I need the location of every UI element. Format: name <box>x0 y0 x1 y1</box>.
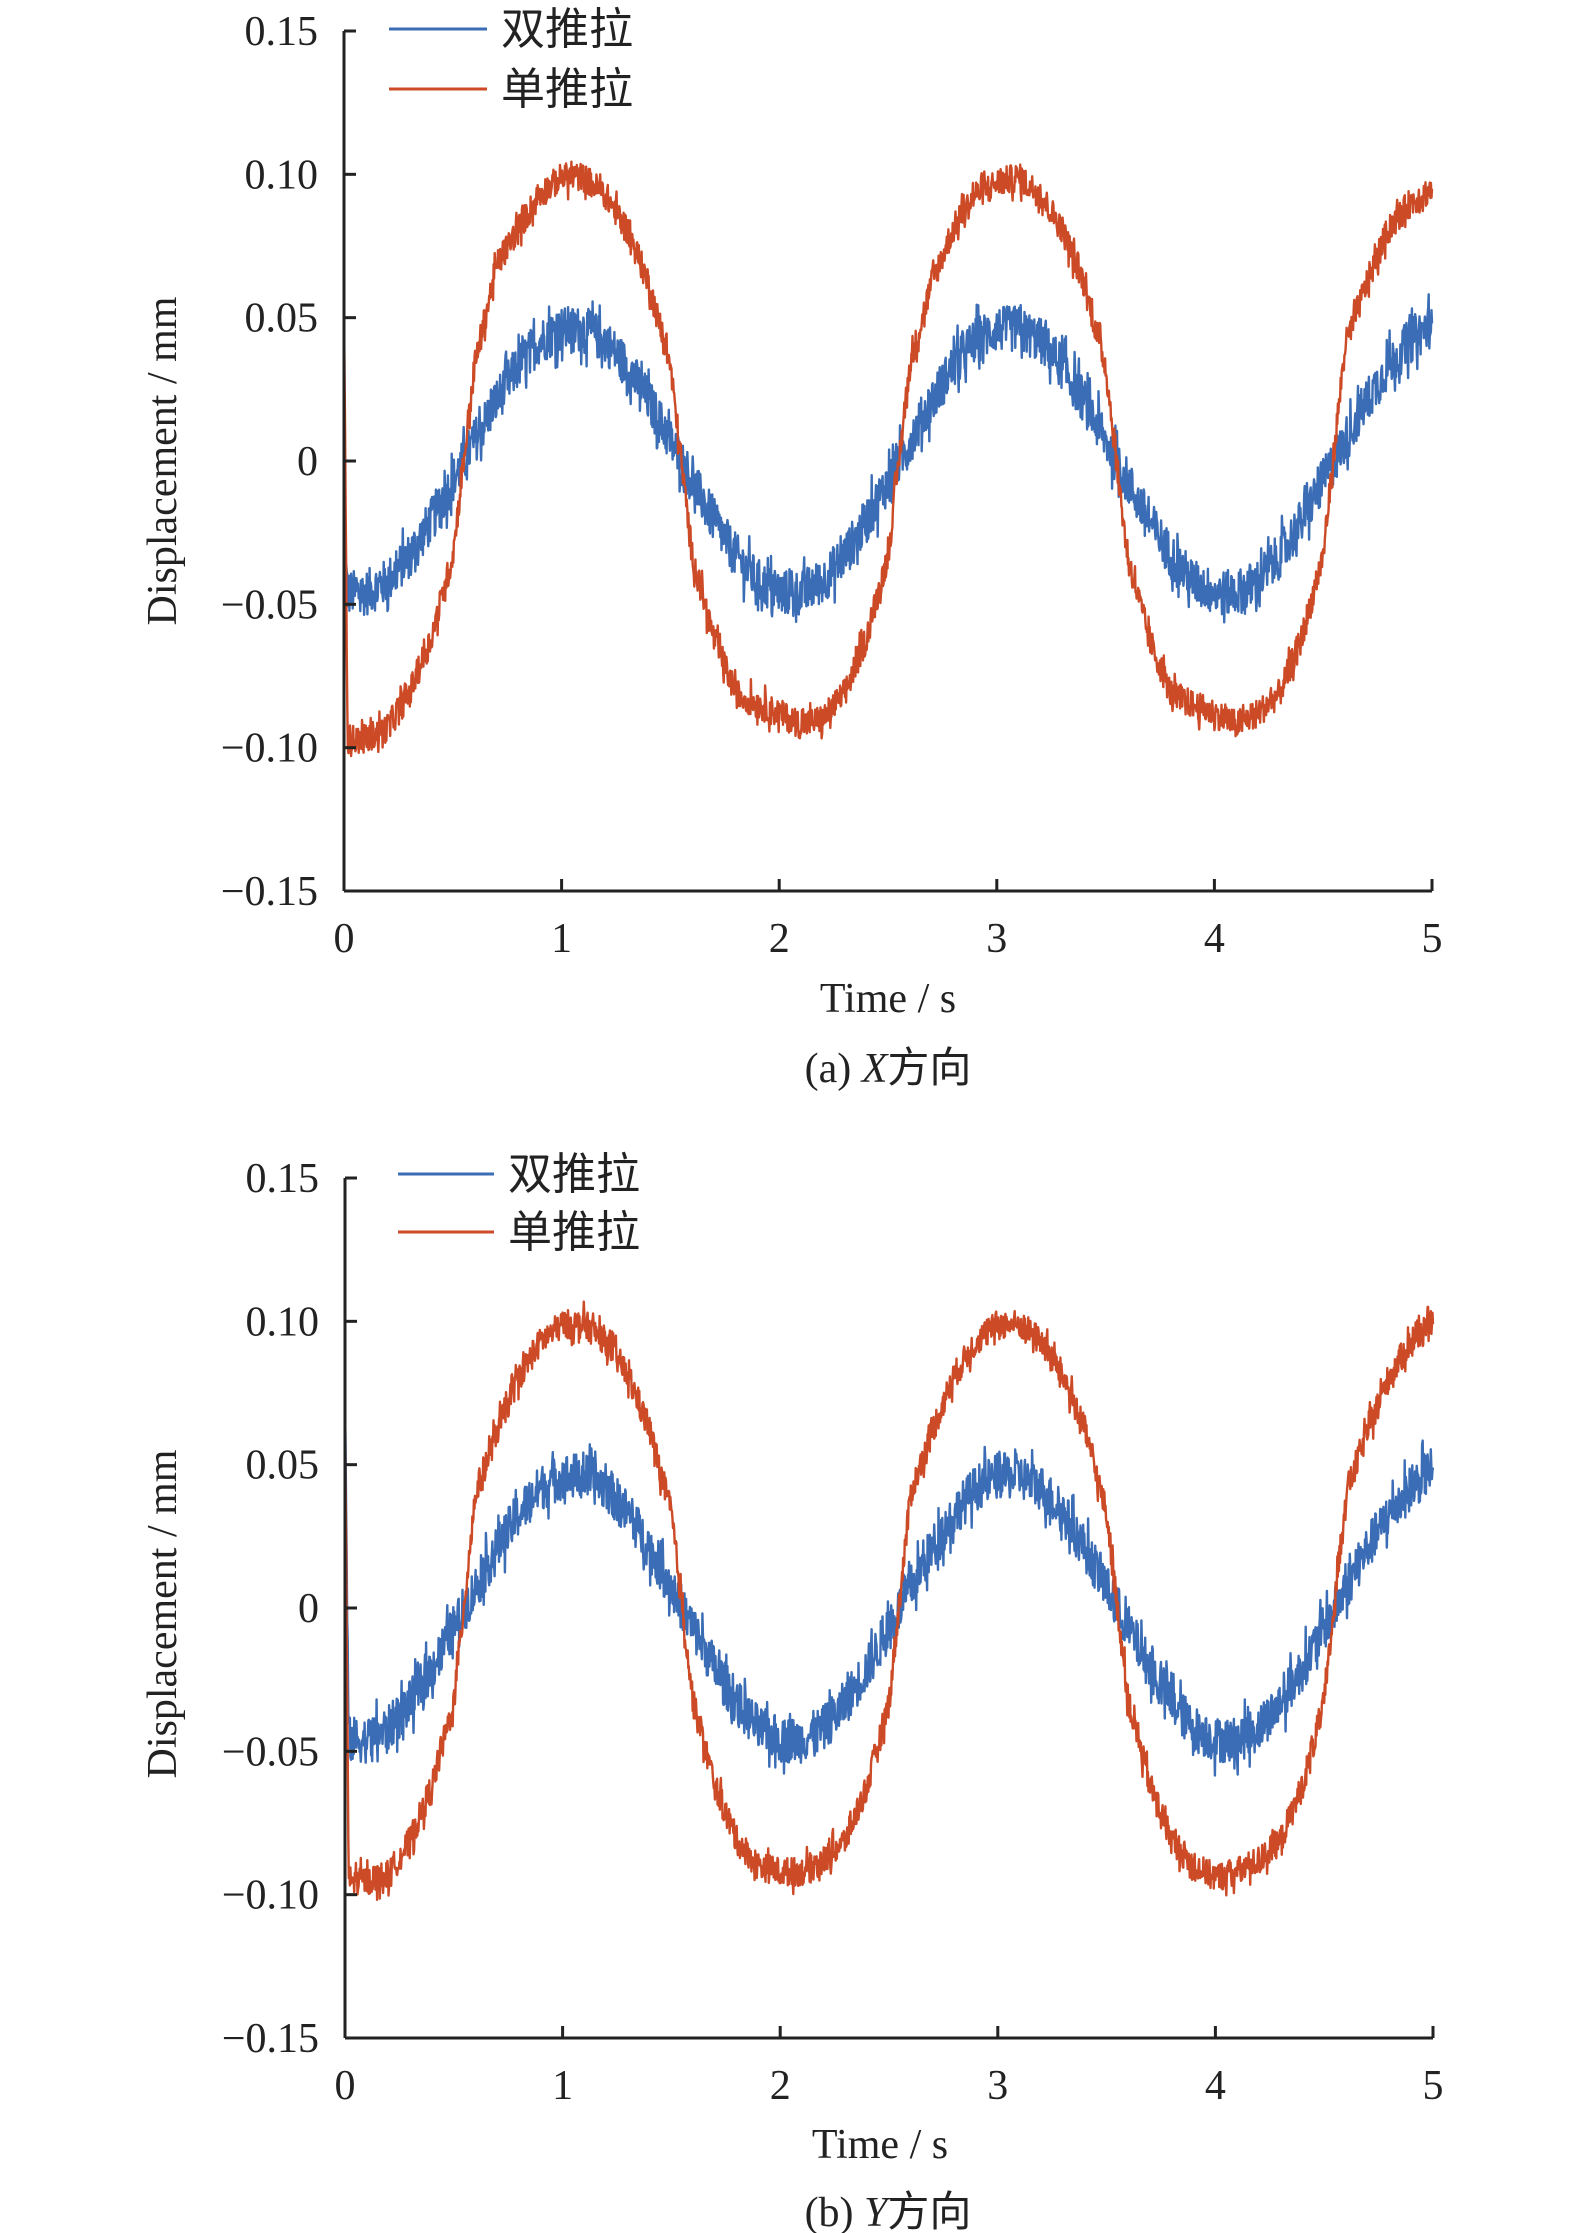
y-tick-label: −0.10 <box>222 1873 319 1919</box>
y-axis-label: Displacement / mm <box>140 1449 186 1778</box>
caption-var: Y <box>864 2190 892 2233</box>
y-tick-label: −0.10 <box>221 726 318 772</box>
legend-label: 双推拉 <box>501 5 633 54</box>
x-tick-label: 1 <box>552 2063 573 2109</box>
y-tick-label: −0.05 <box>221 582 318 628</box>
caption-prefix: (b) <box>805 2190 864 2233</box>
x-tick-label: 3 <box>986 916 1007 962</box>
legend-label: 单推拉 <box>501 65 633 114</box>
legend-label: 双推拉 <box>508 1150 640 1199</box>
caption-prefix: (a) <box>805 1046 862 1092</box>
series-line-single-push-pull <box>342 160 1434 758</box>
x-tick-label: 4 <box>1204 916 1225 962</box>
legend-label: 单推拉 <box>508 1208 640 1257</box>
x-tick-label: 3 <box>987 2063 1008 2109</box>
x-tick-label: 5 <box>1422 916 1443 962</box>
y-tick-label: 0.10 <box>246 1299 320 1345</box>
y-tick-label: 0.10 <box>245 152 319 198</box>
x-tick-label: 2 <box>770 2063 791 2109</box>
y-tick-label: 0 <box>297 439 318 485</box>
x-tick-label: 5 <box>1423 2063 1444 2109</box>
x-axis-label: Time / s <box>820 976 956 1022</box>
x-tick-label: 4 <box>1205 2063 1226 2109</box>
x-tick-label: 0 <box>334 916 355 962</box>
y-tick-label: 0.15 <box>246 1156 320 1202</box>
series-line-single-push-pull <box>343 1300 1435 1902</box>
y-axis-label: Displacement / mm <box>140 296 186 625</box>
y-tick-label: 0.05 <box>245 296 319 342</box>
y-tick-label: −0.05 <box>222 1729 319 1775</box>
series-line-double-push-pull <box>342 293 1434 624</box>
chart-x-direction: Displacement / mm Time / s (a) X方向 0.15 0… <box>140 5 1443 1092</box>
x-tick-label: 1 <box>551 916 572 962</box>
chart-y-direction: Displacement / mm Time / s (b) Y方向 0.15 0… <box>140 1150 1444 2233</box>
y-tick-label: 0.05 <box>246 1443 320 1489</box>
y-tick-label: −0.15 <box>221 869 318 915</box>
caption: (b) Y方向 <box>805 2190 972 2233</box>
caption-var: X <box>860 1046 890 1092</box>
y-tick-label: 0 <box>298 1586 319 1632</box>
caption: (a) X方向 <box>805 1046 972 1092</box>
series-line-double-push-pull <box>343 1406 1435 1777</box>
y-tick-label: 0.15 <box>245 9 319 55</box>
x-tick-label: 0 <box>335 2063 356 2109</box>
caption-suffix: 方向 <box>887 1046 971 1092</box>
x-tick-label: 2 <box>769 916 790 962</box>
x-axis-label: Time / s <box>812 2122 948 2168</box>
caption-suffix: 方向 <box>887 2190 971 2233</box>
y-tick-label: −0.15 <box>222 2016 319 2062</box>
